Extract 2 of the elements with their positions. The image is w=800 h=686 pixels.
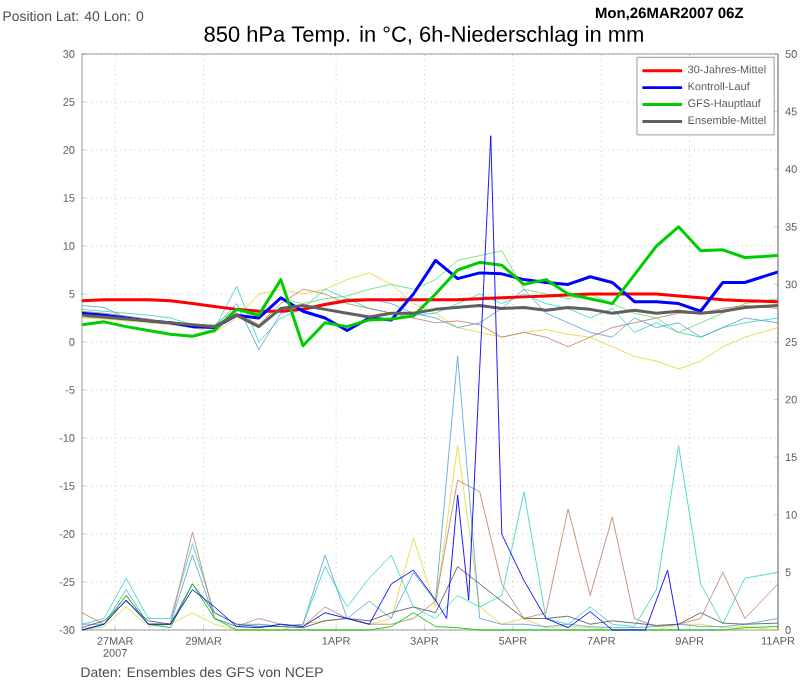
line-series <box>82 225 779 348</box>
chart-title: 850 hPa Temp. in °C, 6h-Niederschlag in mm <box>204 25 643 47</box>
